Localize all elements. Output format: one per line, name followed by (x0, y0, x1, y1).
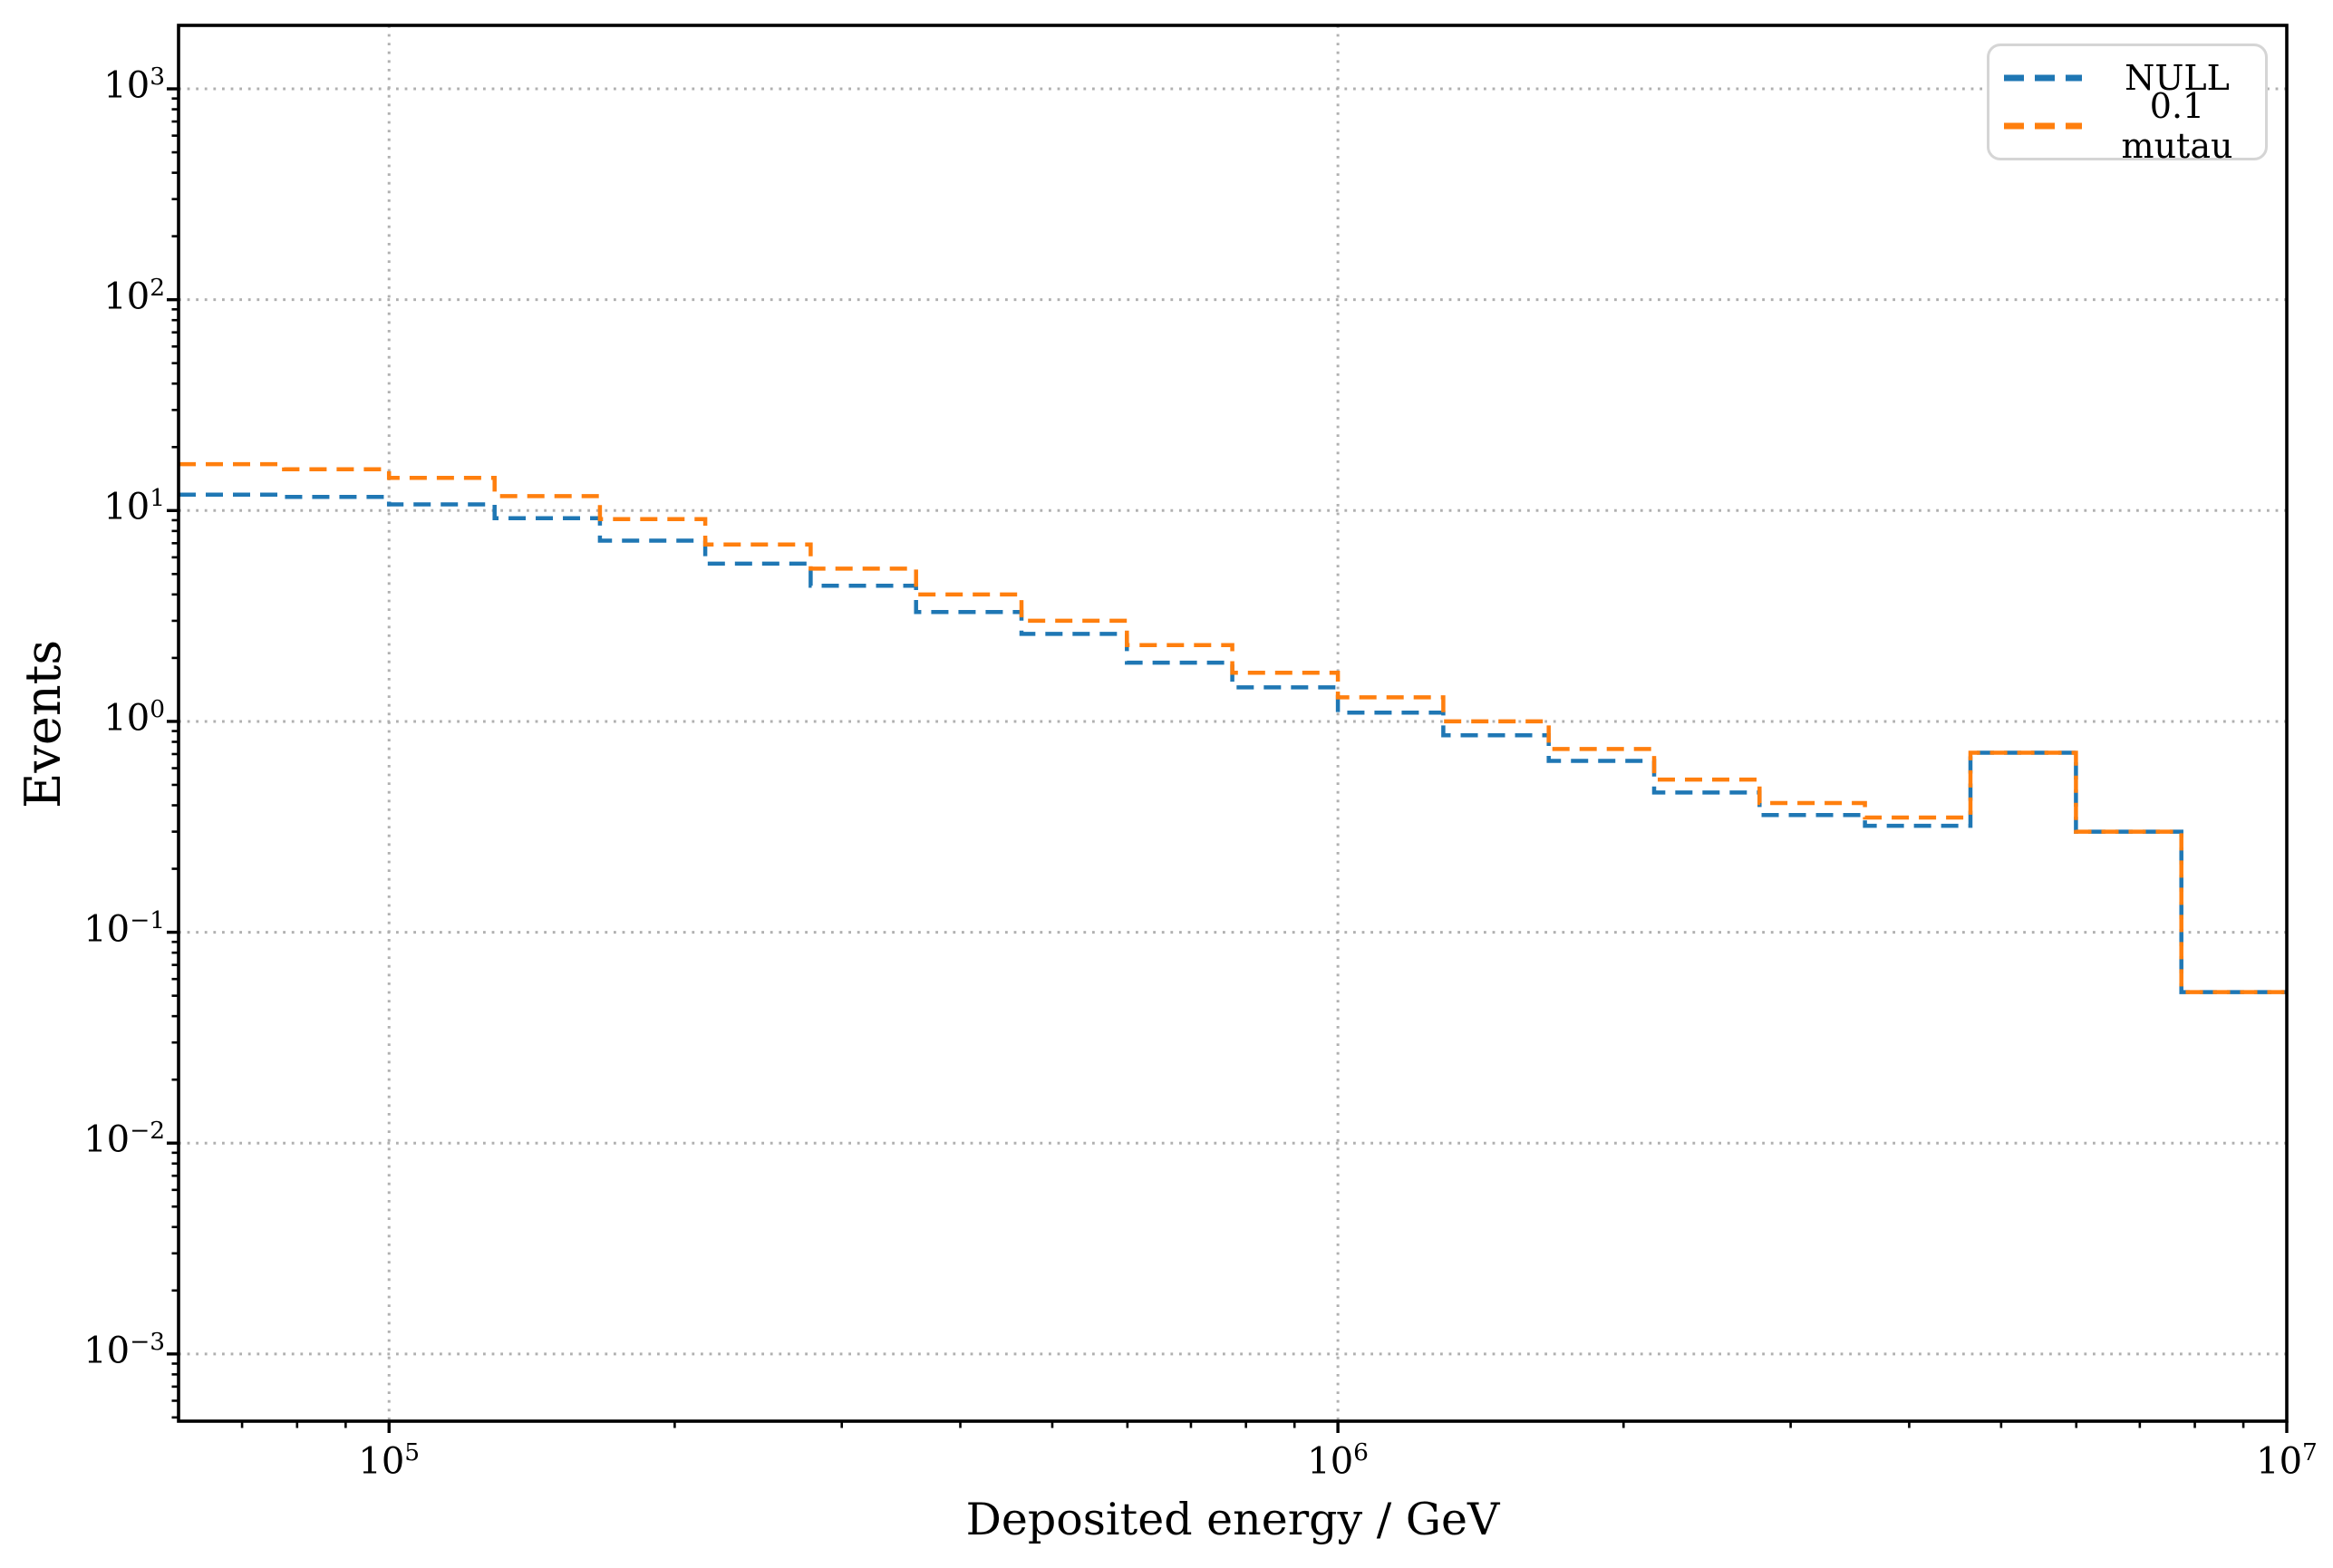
y-tick-label: 101 (103, 484, 165, 528)
series-line-null (179, 492, 2287, 994)
x-tick-label: 106 (1307, 1438, 1369, 1483)
dashed-line-icon (2004, 74, 2082, 82)
series-line-0-1-mutau (179, 461, 2287, 994)
y-tick-label: 102 (103, 273, 165, 318)
legend-item-null: NULL (2004, 55, 2249, 101)
x-tick-label: 105 (358, 1438, 421, 1483)
y-tick-label: 100 (103, 694, 165, 740)
x-tick-label: 107 (2256, 1438, 2318, 1483)
legend-label-mutau: 0.1 mutau (2121, 86, 2233, 167)
plot-border (177, 24, 2289, 1423)
y-tick-label: 10−1 (83, 905, 165, 951)
legend-label-null: NULL (2125, 57, 2230, 98)
y-tick-label: 10−3 (83, 1327, 165, 1372)
y-tick-label: 103 (103, 63, 165, 107)
legend: NULL 0.1 mutau (1987, 44, 2268, 166)
y-tick-label: 10−2 (83, 1117, 165, 1161)
y-axis-label: Events (14, 639, 72, 809)
legend-item-mutau: 0.1 mutau (2004, 86, 2249, 166)
dashed-line-icon (2004, 122, 2082, 130)
x-axis-label: Deposited energy / GeV (965, 1494, 1500, 1545)
